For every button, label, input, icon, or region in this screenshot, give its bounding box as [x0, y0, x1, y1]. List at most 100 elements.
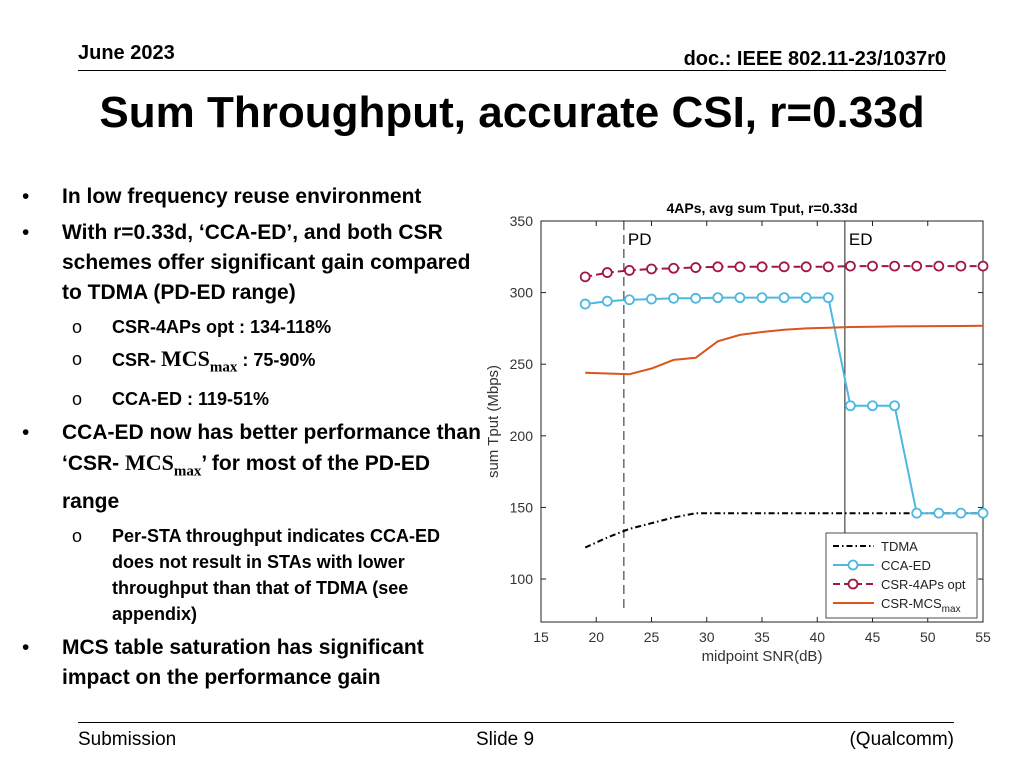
x-tick-label: 25: [644, 629, 660, 645]
series-point-2: [778, 261, 790, 273]
slide-title: Sum Throughput, accurate CSI, r=0.33d: [99, 88, 925, 137]
x-tick-label: 40: [809, 629, 825, 645]
sub-bullet-text-post: : 75-90%: [237, 350, 316, 370]
sub-bullet-text: Per-STA throughput indicates CCA-ED does…: [112, 525, 440, 624]
series-point-1: [911, 507, 923, 519]
bullet-list: • In low frequency reuse environment • Wit…: [22, 182, 482, 699]
series-point-1: [800, 292, 812, 304]
series-point-2: [933, 260, 945, 272]
series-point-2: [601, 267, 613, 278]
footer-company: (Qualcomm): [849, 729, 954, 750]
y-tick-label: 250: [510, 356, 534, 372]
sub-bullet-text: CCA-ED : 119-51%: [112, 389, 270, 410]
bullet-mark: •: [22, 185, 30, 208]
series-point-1: [668, 292, 680, 304]
footer-divider: [78, 722, 954, 723]
bullet-item: • CCA-ED now has better performance than …: [22, 418, 482, 516]
vline-label-pd: PD: [628, 230, 652, 249]
y-tick-label: 350: [510, 213, 534, 229]
bullet-item: • MCS table saturation has significant im…: [22, 633, 482, 693]
series-point-1: [690, 292, 702, 304]
vline-label-ed: ED: [849, 230, 873, 249]
bullet-text-pre: CCA-ED now has better performance than ‘…: [62, 421, 481, 476]
x-axis-label: midpoint SNR(dB): [702, 648, 823, 665]
legend-label-1: CCA-ED: [881, 558, 931, 573]
bullet-mark: •: [22, 635, 30, 659]
series-point-2: [623, 265, 635, 276]
series-line-3: [585, 324, 984, 376]
bullet-item: • In low frequency reuse environment: [22, 182, 482, 212]
series-point-2: [911, 260, 923, 272]
bullet-mark: •: [22, 421, 30, 445]
x-tick-label: 45: [865, 629, 881, 645]
y-axis-label: sum Tput (Mbps): [485, 365, 502, 478]
x-tick-label: 35: [754, 629, 770, 645]
series-point-1: [889, 400, 901, 412]
bullet-item: • With r=0.33d, ‘CCA-ED’, and both CSR sc…: [22, 218, 482, 308]
series-point-1: [734, 292, 746, 304]
sub-bullet-item: o CCA-ED : 119-51%: [22, 386, 482, 412]
y-tick-label: 100: [510, 571, 534, 587]
mcs-math: MCSmax: [161, 346, 238, 376]
series-point-2: [889, 260, 901, 272]
bullet-text: In low frequency reuse environment: [62, 185, 422, 208]
header-divider: [78, 70, 946, 71]
mcs-math: MCSmax: [125, 450, 202, 480]
series-point-2: [646, 263, 657, 275]
sub-bullet-mark: o: [72, 525, 83, 546]
series-point-1: [756, 292, 768, 304]
legend-label-0: TDMA: [881, 539, 918, 554]
sub-bullet-text-pre: CSR-: [112, 350, 161, 370]
footer-submission: Submission: [78, 729, 177, 750]
series-point-2: [800, 261, 812, 273]
throughput-chart: 4APs, avg sum Tput, r=0.33d 15 20 25 30 35 40 4…: [485, 200, 991, 665]
legend-label-subscript: max: [942, 604, 961, 615]
x-tick-label: 50: [920, 629, 936, 645]
series-point-1: [844, 400, 856, 412]
series-point-2: [690, 262, 702, 273]
series-point-1: [955, 507, 967, 519]
x-tick-label: 30: [699, 629, 715, 645]
bullet-text: With r=0.33d, ‘CCA-ED’, and both CSR sch…: [62, 221, 471, 304]
legend-marker-1: [847, 559, 859, 571]
series-point-2: [977, 260, 989, 272]
series-point-2: [756, 261, 768, 273]
sub-bullet-item: o CSR-4APs opt : 134-118%: [22, 314, 482, 340]
series-point-2: [668, 262, 680, 274]
sub-bullet-mark: o: [72, 349, 83, 369]
series-point-1: [933, 507, 945, 519]
series-point-1: [778, 292, 790, 304]
header-date: June 2023: [78, 42, 175, 64]
bullet-mark: •: [22, 221, 30, 244]
bullet-text-post: ’ for most of the PD-ED range: [62, 452, 431, 513]
bullet-text: MCS table saturation has significant imp…: [62, 635, 424, 689]
y-tick-label: 300: [510, 285, 534, 301]
series-line-0: [584, 512, 983, 549]
sub-bullet-mark: o: [72, 317, 83, 337]
series-point-2: [955, 260, 967, 272]
footer-slide-number: Slide 9: [476, 729, 535, 750]
series-point-1: [822, 292, 834, 304]
series-point-2: [844, 260, 856, 272]
header-doc-id: doc.: IEEE 802.11-23/1037r0: [683, 48, 946, 70]
series-point-2: [734, 261, 746, 273]
legend-label-3: CSR-MCSmax: [881, 596, 961, 615]
series-point-1: [867, 400, 878, 412]
legend-label-2: CSR-4APs opt: [881, 577, 966, 592]
series-point-2: [867, 260, 878, 272]
series-point-1: [579, 298, 591, 310]
chart-title: 4APs, avg sum Tput, r=0.33d: [666, 200, 857, 216]
x-tick-label: 15: [533, 629, 549, 645]
series-point-1: [601, 295, 613, 307]
series-point-1: [977, 507, 989, 519]
sub-bullet-item: o CSR- MCSmax : 75-90%: [22, 346, 482, 380]
sub-bullet-text: CSR-4APs opt : 134-118%: [112, 317, 332, 337]
legend-marker-2: [847, 578, 859, 590]
x-tick-label: 55: [975, 629, 991, 645]
series-point-2: [822, 261, 834, 273]
sub-bullet-mark: o: [72, 389, 83, 410]
series-point-1: [646, 293, 657, 305]
series-point-2: [579, 271, 591, 283]
series-point-1: [623, 294, 635, 306]
y-tick-label: 200: [510, 428, 534, 444]
